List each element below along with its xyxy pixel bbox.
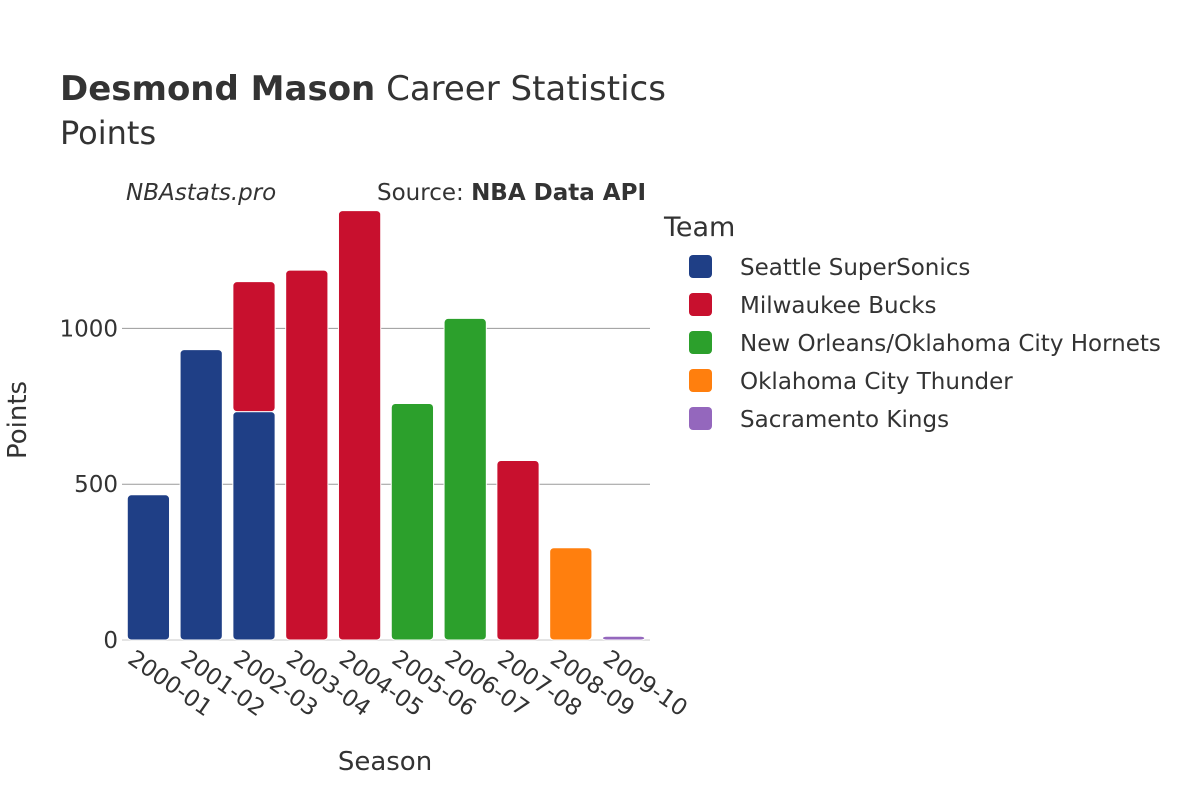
legend-label: New Orleans/Oklahoma City Hornets (740, 331, 1161, 357)
x-axis-title: Season (338, 747, 432, 777)
y-tick-labels: 0 500 1000 (59, 316, 118, 654)
legend-label: Milwaukee Bucks (740, 293, 937, 319)
bars (126, 210, 646, 641)
bar-seattle-supersonics-2002-03 (232, 411, 276, 641)
bar-milwaukee-bucks-2004-05 (337, 210, 382, 641)
bar-milwaukee-bucks-2007-08 (496, 460, 540, 641)
bar-sacramento-kings-2009-10 (601, 635, 646, 641)
legend-swatch (689, 407, 712, 430)
legend-swatch (689, 293, 712, 316)
bar-seattle-supersonics-2001-02 (179, 349, 223, 641)
legend-title: Team (663, 212, 735, 243)
legend: Seattle SuperSonics Milwaukee Bucks New Or… (689, 255, 1161, 433)
legend-label: Sacramento Kings (740, 407, 949, 433)
bar-oklahoma-city-thunder-2008-09 (549, 547, 593, 641)
chart-title: Desmond Mason Career Statistics (60, 69, 666, 109)
watermark: NBAstats.pro (126, 180, 276, 206)
bar-milwaukee-bucks-2003-04 (285, 269, 329, 641)
legend-label: Oklahoma City Thunder (740, 369, 1013, 395)
x-tick-labels: 2000-012001-022002-032003-042004-052005-… (123, 646, 692, 722)
legend-swatch (689, 255, 712, 278)
legend-swatch (689, 331, 712, 354)
legend-label: Seattle SuperSonics (740, 255, 970, 281)
chart-subtitle: Points (60, 114, 156, 152)
bar-milwaukee-bucks-2002-03 (232, 281, 276, 413)
y-tick-label: 500 (74, 472, 118, 498)
y-tick-label: 1000 (59, 316, 118, 342)
y-axis-title: Points (3, 381, 33, 459)
legend-swatch (689, 369, 712, 392)
y-tick-label: 0 (103, 628, 118, 654)
bar-seattle-supersonics-2000-01 (126, 494, 171, 641)
bar-new-orleans-oklahoma-city-hornets-2006-07 (443, 317, 487, 641)
bar-new-orleans-oklahoma-city-hornets-2005-06 (390, 403, 435, 641)
source-credit: Source: NBA Data API (377, 180, 646, 206)
